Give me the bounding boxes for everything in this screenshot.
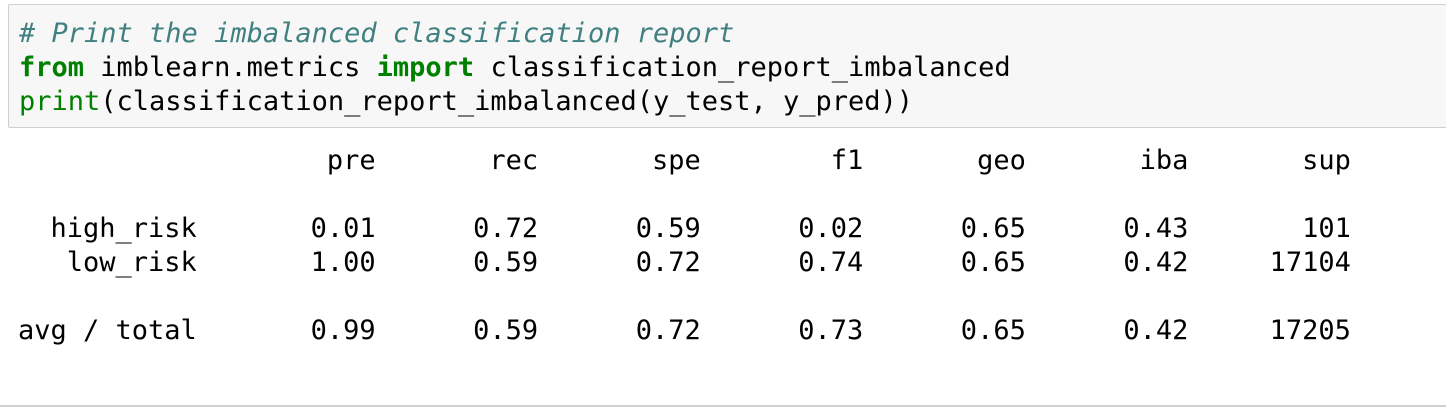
code-line-comment: # Print the imbalanced classification re… (19, 17, 734, 51)
cell-separator (0, 405, 1446, 407)
report-row-avg-total: avg / total 0.99 0.59 0.72 0.73 0.65 0.4… (18, 315, 1351, 346)
module-name: imblearn.metrics (84, 52, 377, 83)
code-input-cell[interactable]: # Print the imbalanced classification re… (8, 4, 1446, 128)
print-call-args: (classification_report_imbalanced(y_test… (100, 86, 914, 117)
report-row-low-risk: low_risk 1.00 0.59 0.72 0.74 0.65 0.42 1… (18, 247, 1351, 278)
imported-function-name: classification_report_imbalanced (474, 52, 1011, 83)
code-comment: # Print the imbalanced classification re… (19, 18, 735, 49)
keyword-import: import (376, 52, 475, 83)
code-line-print: print(classification_report_imbalanced(y… (19, 85, 913, 119)
keyword-from: from (19, 52, 85, 83)
report-header: pre rec spe f1 geo iba sup (18, 145, 1351, 176)
builtin-print: print (19, 86, 101, 117)
cell-output: pre rec spe f1 geo iba sup high_risk 0.0… (18, 128, 1438, 406)
report-row-high-risk: high_risk 0.01 0.72 0.59 0.02 0.65 0.43 … (18, 213, 1351, 244)
code-line-import: from imblearn.metrics import classificat… (19, 51, 1011, 85)
